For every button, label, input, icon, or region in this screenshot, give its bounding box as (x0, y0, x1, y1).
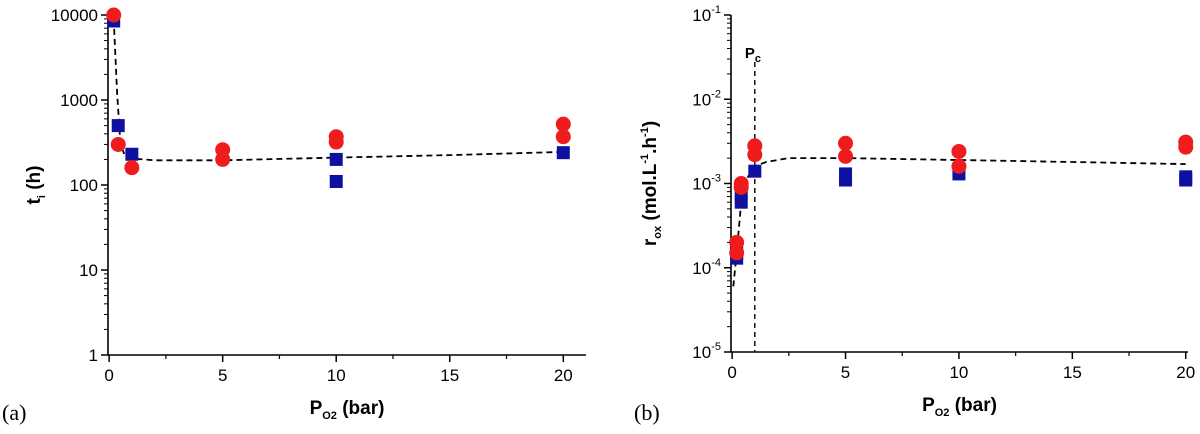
x-tick-label: 5 (841, 363, 850, 382)
circle-marker (1178, 139, 1194, 155)
circle-marker (124, 160, 140, 176)
x-tick-label: 0 (104, 366, 113, 385)
square-marker (556, 146, 570, 160)
y-tick-label: 10-4 (692, 257, 721, 278)
y-tick-label: 1 (89, 346, 98, 365)
x-axis-title: PO2 (bar) (922, 395, 997, 419)
circle-marker (733, 179, 749, 195)
x-axis-title: PO2 (bar) (310, 398, 385, 422)
y-tick-label: 100 (70, 176, 98, 195)
y-tick-label: 10-3 (692, 173, 721, 194)
circle-marker (110, 136, 126, 152)
circle-marker (555, 116, 571, 132)
x-tick-label: 15 (1063, 363, 1082, 382)
x-tick-label: 0 (727, 363, 736, 382)
panel-label: (b) (634, 400, 660, 425)
x-tick-label: 20 (1176, 363, 1195, 382)
y-tick-label: 10-2 (692, 88, 721, 109)
circle-marker (555, 129, 571, 145)
square-marker (748, 164, 762, 178)
critical-pressure-label: Pc (745, 45, 761, 65)
circle-marker (838, 148, 854, 164)
circle-marker (106, 7, 122, 23)
circle-marker (729, 234, 745, 250)
y-tick-label: 10 (79, 261, 98, 280)
circle-marker (747, 147, 763, 163)
y-tick-label: 10000 (51, 6, 98, 25)
x-tick-label: 5 (218, 366, 227, 385)
square-marker (125, 147, 139, 161)
panel-b: 0 5 10 15 20 10-5 10-4 10-3 10-2 10-1 Pc PO2 (bar) r… (634, 4, 1195, 425)
circle-marker (215, 151, 231, 167)
circle-marker (328, 134, 344, 150)
x-tick-label: 10 (949, 363, 968, 382)
square-marker (1179, 173, 1193, 187)
circle-marker (729, 245, 745, 261)
circle-marker (951, 158, 967, 174)
y-tick-label: 1000 (60, 91, 98, 110)
panel-a: 0 5 10 15 20 1 10 100 1000 10000 PO2 (bar) ti (h) (a… (2, 6, 586, 425)
x-tick-label: 15 (440, 366, 459, 385)
circle-marker (951, 143, 967, 159)
square-marker (329, 174, 343, 188)
x-tick-label: 10 (327, 366, 346, 385)
square-marker (111, 119, 125, 133)
y-tick-label: 10-5 (692, 341, 721, 362)
fit-curve (732, 157, 1186, 287)
square-marker (329, 152, 343, 166)
y-tick-label: 10-1 (692, 4, 721, 25)
square-marker (839, 173, 853, 187)
x-tick-label: 20 (554, 366, 573, 385)
panel-label: (a) (2, 400, 26, 425)
y-axis-title: rox (mol.L-1.h-1) (639, 121, 664, 246)
circle-marker (838, 135, 854, 151)
y-axis-title: ti (h) (24, 166, 48, 205)
fit-curve (112, 18, 564, 162)
